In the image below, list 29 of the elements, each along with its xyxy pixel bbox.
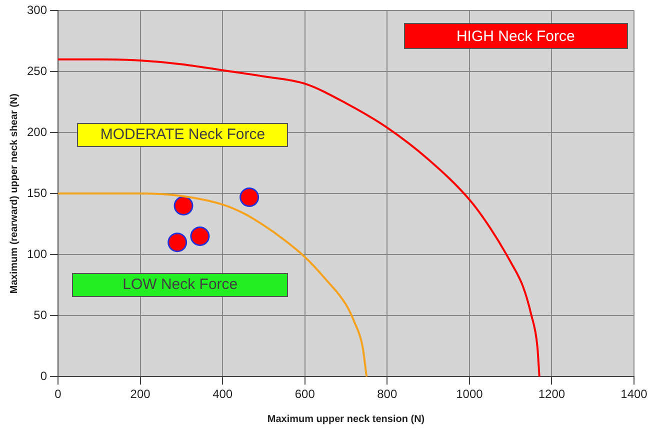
point [174,196,194,216]
point [168,232,188,252]
y-tick-label: 150 [26,186,48,200]
annotation: LOW Neck Force [122,276,238,294]
point [190,226,210,246]
x-tick-label: 1000 [456,387,484,402]
x-tick-label: 400 [212,387,233,402]
label-box: HIGH Neck Force [404,22,628,50]
x-tick-label: 800 [377,387,398,402]
x-axis-title: Maximum upper neck tension (N) [267,414,425,425]
x-tick-label: 1400 [620,387,648,402]
y-tick-label: 50 [34,308,48,322]
y-tick-label: 300 [26,2,48,17]
y-tick-label: 100 [26,246,48,261]
y-tick-label: 0 [40,368,48,383]
x-tick-label: 600 [294,387,316,402]
label-box: LOW Neck Force [72,272,288,297]
annotation: MODERATE Neck Force [100,126,266,144]
y-tick-label: 200 [26,124,48,139]
annotation: HIGH Neck Force [456,28,575,45]
line-series [58,192,368,377]
line-series [58,58,540,377]
x-tick-label: 1200 [538,387,566,402]
point [240,187,260,207]
y-tick-label: 250 [26,64,48,78]
x-tick-label: 0 [54,387,62,402]
y-axis-title: Maximum (rearward) upper neck shear (N) [8,94,20,294]
x-tick-label: 200 [130,387,151,402]
label-box: MODERATE Neck Force [77,122,288,147]
